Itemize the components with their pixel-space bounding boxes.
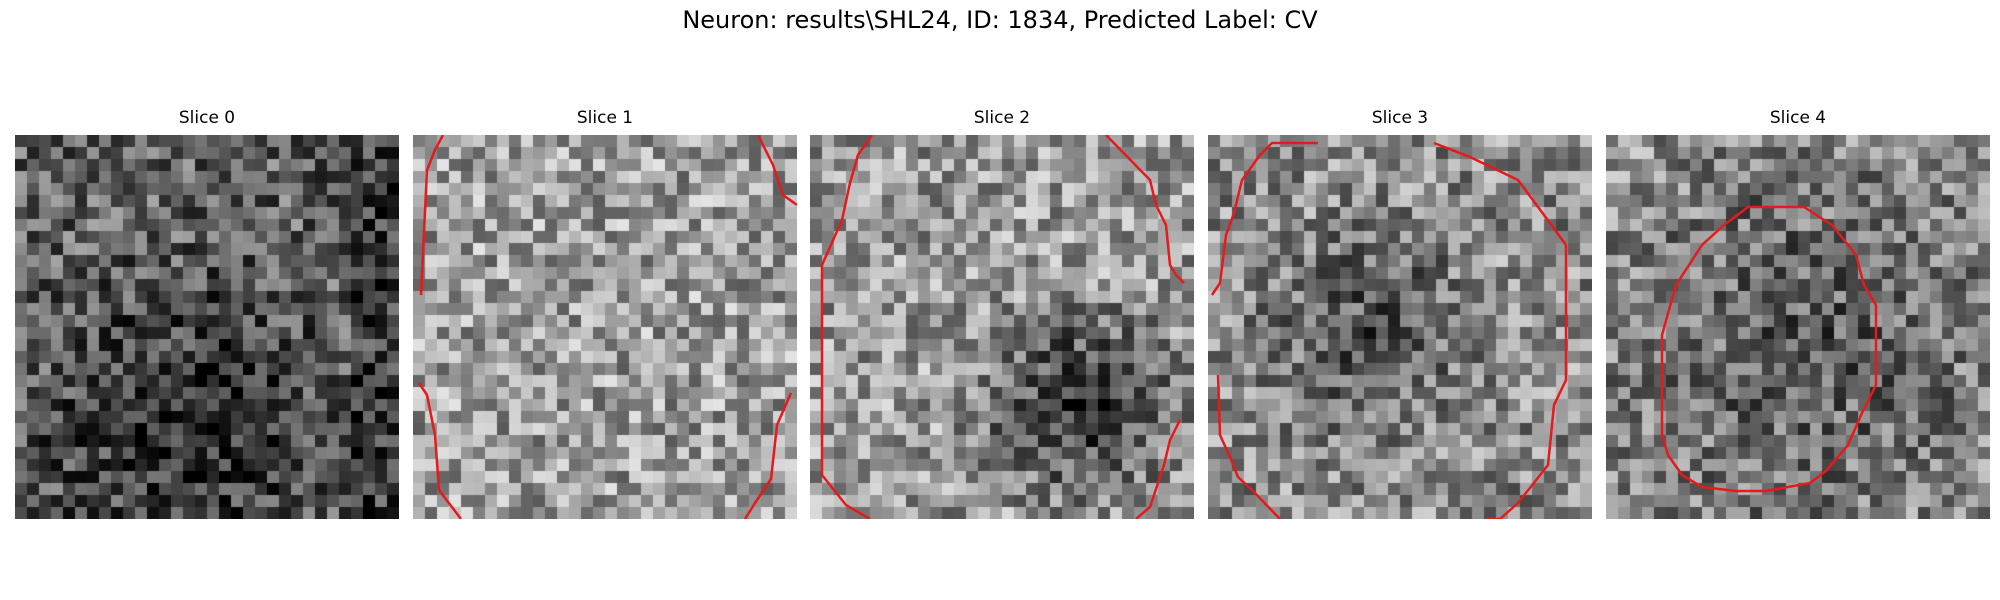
contour-line-2a <box>820 135 874 519</box>
contour-line-1b <box>756 135 797 207</box>
slice-image-0 <box>15 135 399 519</box>
contour-line-1a <box>419 135 445 296</box>
contour-overlay-4 <box>1660 205 1878 493</box>
slice-title-3: Slice 3 <box>1371 108 1429 128</box>
slice-title-1: Slice 1 <box>576 108 634 128</box>
contour-line-4 <box>1660 205 1878 493</box>
contour-line-2c <box>1135 419 1182 519</box>
slice-title-2: Slice 2 <box>973 108 1031 128</box>
contour-overlay-2 <box>820 135 1185 519</box>
slice-title-4: Slice 4 <box>1769 108 1827 128</box>
contour-line-3c <box>1216 374 1281 519</box>
contour-overlay-1 <box>417 135 797 519</box>
contour-line-1c <box>417 382 462 519</box>
slice-image-3 <box>1208 135 1592 519</box>
slice-image-1 <box>413 135 797 519</box>
contour-line-1d <box>743 392 793 519</box>
slice-image-4 <box>1606 135 1990 519</box>
contour-overlay-3 <box>1210 141 1568 519</box>
slice-title-0: Slice 0 <box>178 108 236 128</box>
figure-title: Neuron: results\SHL24, ID: 1834, Predict… <box>682 6 1318 34</box>
contour-line-2b <box>1105 135 1185 284</box>
contour-line-3b <box>1433 141 1568 519</box>
contour-overlay-0 <box>15 135 399 519</box>
contour-line-3a <box>1210 141 1318 296</box>
slice-image-2 <box>810 135 1194 519</box>
